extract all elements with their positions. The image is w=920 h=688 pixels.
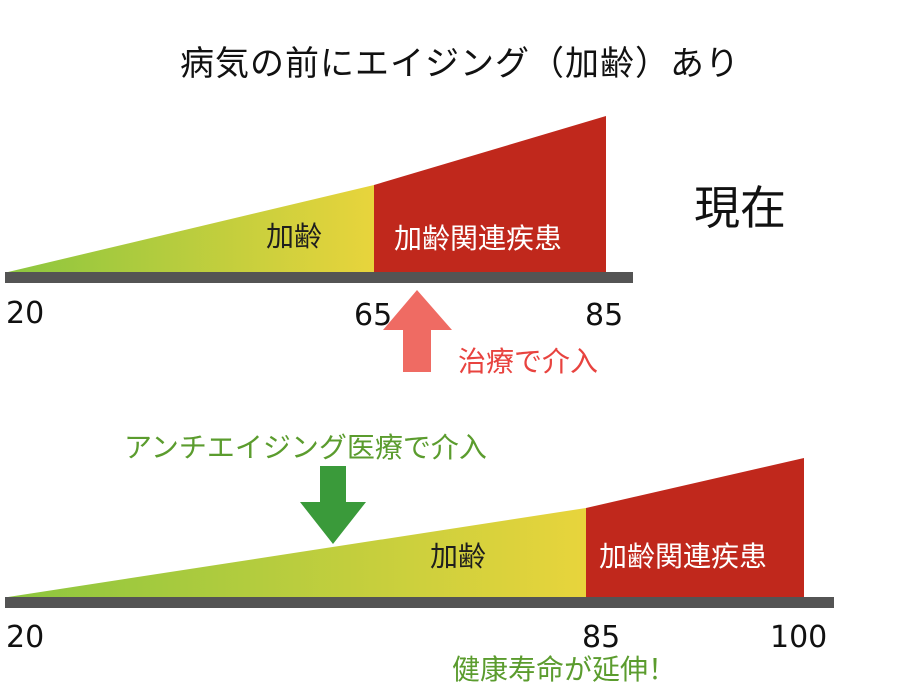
future-aging-wedge	[8, 508, 586, 597]
future-tick-85: 85	[582, 620, 621, 655]
future-tick-100: 100	[770, 620, 828, 655]
current-tick-85: 85	[585, 298, 624, 333]
anti-aging-down-arrow-icon	[300, 466, 366, 544]
future-disease-label: 加齢関連疾患	[599, 540, 768, 573]
future-tick-20: 20	[6, 620, 45, 655]
current-age-axis	[5, 272, 633, 283]
current-disease-wedge	[374, 116, 606, 272]
page-title: 病気の前にエイジング（加齢）あり	[180, 44, 740, 84]
current-tick-20: 20	[6, 296, 45, 331]
current-aging-label: 加齢	[266, 220, 323, 253]
anti-aging-intervention-caption: アンチエイジング医療で介入	[124, 431, 487, 464]
treatment-up-arrow-icon	[383, 290, 452, 372]
current-status-label: 現在	[694, 181, 786, 235]
future-disease-wedge	[586, 458, 804, 597]
current-tick-65: 65	[354, 298, 393, 333]
current-aging-wedge	[8, 185, 374, 272]
current-disease-label: 加齢関連疾患	[394, 222, 563, 255]
future-aging-label: 加齢	[430, 540, 487, 573]
future-age-axis	[5, 597, 834, 608]
healthy-lifespan-caption: 健康寿命が延伸！	[452, 653, 677, 686]
treatment-intervention-caption: 治療で介入	[458, 345, 599, 378]
